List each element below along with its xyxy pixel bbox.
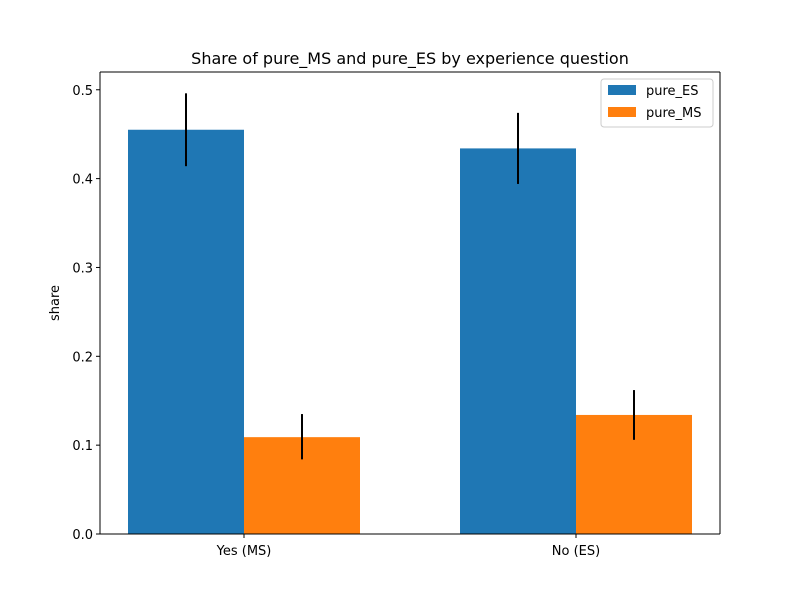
x-tick-label: Yes (MS) — [216, 544, 272, 559]
legend-label-pure-es: pure_ES — [646, 84, 699, 99]
x-tick-label: No (ES) — [552, 544, 600, 559]
legend-label-pure-ms: pure_MS — [646, 106, 702, 121]
y-ticks: 0.0 0.1 0.2 0.3 0.4 0.5 — [72, 84, 100, 543]
legend: pure_ES pure_MS — [600, 78, 714, 128]
x-ticks: Yes (MS) No (ES) — [216, 534, 600, 559]
y-tick-label: 0.5 — [72, 84, 93, 99]
y-axis-title: share — [48, 285, 63, 321]
y-tick-label: 0.2 — [72, 350, 93, 365]
bar-pure-es-1 — [460, 148, 576, 534]
error-bars-layer — [185, 93, 635, 460]
y-tick-label: 0.0 — [72, 528, 93, 543]
axes-layer — [99, 71, 721, 535]
y-tick-label: 0.4 — [72, 173, 93, 188]
bar-pure-es-0 — [128, 129, 244, 534]
legend-swatch-pure-es — [608, 85, 636, 95]
legend-swatch-pure-ms — [608, 107, 636, 117]
bars-layer — [128, 129, 692, 534]
y-tick-label: 0.1 — [72, 439, 93, 454]
chart-title: Share of pure_MS and pure_ES by experien… — [191, 49, 629, 69]
y-tick-label: 0.3 — [72, 261, 93, 276]
